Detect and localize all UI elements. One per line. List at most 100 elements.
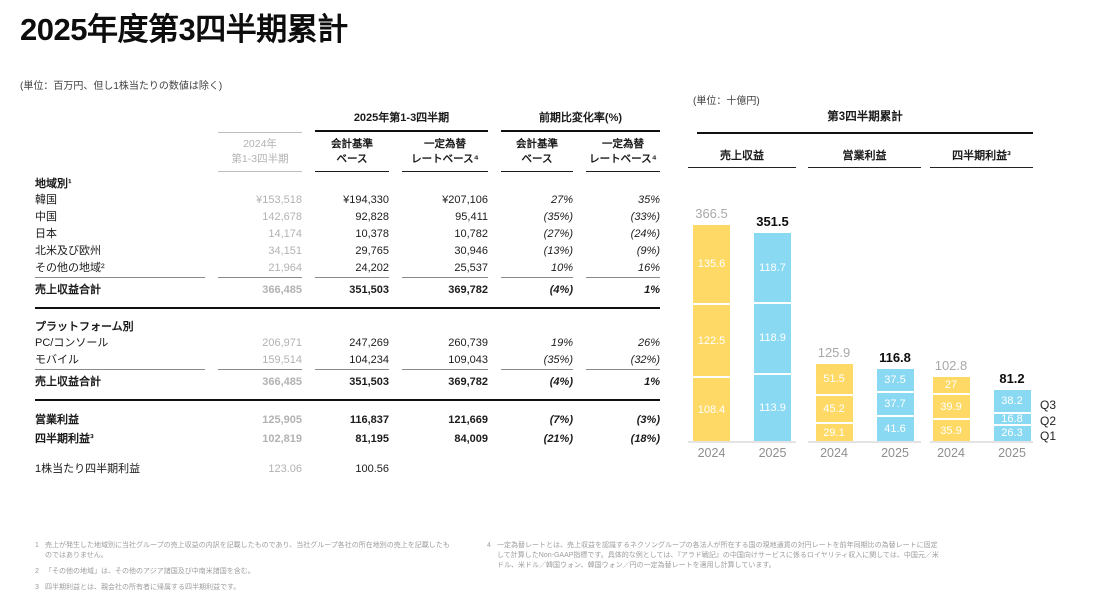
cell-2025-constant-fx: 25,537 [454,262,488,274]
cell-2025-accounting: 247,269 [349,337,389,349]
bar-segment-q3: 38.2 [993,389,1031,413]
bar-2024: 102.8 27 39.9 35.9 [932,358,970,441]
cell-2025-constant-fx: 10,782 [454,228,488,240]
cell-change-accounting: 27% [550,194,573,206]
cell-change-constant-fx: 1% [586,369,660,391]
bar-stack: 118.7 118.9 113.9 [754,233,791,441]
bar-segment-q2: 16.8 [993,412,1031,425]
row-label: 四半期利益³ [35,433,94,445]
table-row: 営業利益 125,905 116,837 121,669 (7%) (3%) [35,411,660,430]
bar-segment-q2: 45.2 [815,393,853,423]
bar-stack: 38.2 16.8 26.3 [993,389,1031,441]
table-header-groups: 2025年第1-3四半期 前期比変化率(%) [35,106,660,132]
table-row: 韓国 ¥153,518 ¥194,330 ¥207,106 27% 35% [35,192,660,209]
table-row: 中国 142,678 92,828 95,411 (35%) (33%) [35,209,660,226]
row-label: PC/コンソール [35,337,109,349]
cell-change-constant-fx: (3%) [636,414,660,426]
cell-2024: 34,151 [268,245,302,257]
footnote-2: 2 「その他の地域」は、その他のアジア諸国及び中南米諸国を含む。 [35,568,255,576]
bar-total-label: 116.8 [879,350,911,366]
bar-stack: 27 39.9 35.9 [932,377,970,441]
cell-2025-constant-fx: 260,739 [448,337,488,349]
table-row: モバイル 159,514 104,234 109,043 (35%) (32%) [35,352,660,369]
col-header-2024-line1: 2024年 [243,138,277,150]
cell-2025-accounting: 104,234 [349,354,389,366]
cell-2025-constant-fx [402,461,488,478]
footnotes-left: 1 売上が発生した地域別に当社グループの売上収益の内訳を記載したものであり、当社… [35,541,455,594]
cell-2024: 14,174 [268,228,302,240]
cell-change-constant-fx: 26% [637,337,660,349]
cell-2024: 123.06 [268,463,302,475]
cell-2024: 102,819 [262,433,302,445]
cell-change-constant-fx [586,461,660,478]
table-row: 北米及び欧州 34,151 29,765 30,946 (13%) (9%) [35,243,660,260]
row-label: モバイル [35,354,79,366]
page-title: 2025年度第3四半期累計 [20,12,348,47]
cell-change-constant-fx: (33%) [630,211,660,223]
year-label: 2024 [820,446,848,460]
chart-title-rule [697,132,1033,134]
cell-2024: 142,678 [262,211,302,223]
cell-2025-accounting: 92,828 [355,211,389,223]
col-header-accounting-basis-change: 会計基準 ベース [501,132,573,172]
cell-2025-constant-fx: 30,946 [454,245,488,257]
bar-stack: 37.5 37.7 41.6 [876,369,914,441]
cell-2025-accounting: 24,202 [355,262,389,274]
cell-2024: 159,514 [262,354,302,366]
cell-2025-constant-fx: 95,411 [455,211,488,223]
chart-group-operating-income-label: 営業利益 [808,140,921,168]
bar-segment-q1: 26.3 [993,423,1031,441]
table-row: 売上収益合計 366,485 351,503 369,782 (4%) 1% [35,369,660,391]
bar-segment-q2: 37.7 [876,391,914,415]
bar-segment-q3: 118.7 [754,233,791,302]
cell-2024: 125,905 [262,414,302,426]
chart-title: 第3四半期累計 [827,111,903,123]
col-group-change: 前期比変化率(%) [501,106,660,132]
bar-total-label: 125.9 [817,345,851,361]
table-row: PC/コンソール 206,971 247,269 260,739 19% 26% [35,335,660,352]
cell-2024: 366,485 [218,277,302,299]
year-label: 2024 [697,446,726,460]
year-label: 2024 [937,446,965,460]
chart-plot-revenue: 366.5 135.6 122.5 108.4 351.5 118.7 118.9 113.9 [688,168,796,443]
cell-change-constant-fx: (9%) [636,245,660,257]
section-divider [35,307,660,309]
bar-segment-q3: 51.5 [815,364,853,394]
year-label: 2025 [881,446,909,460]
row-label: 日本 [35,228,57,240]
cell-2024: ¥153,518 [256,194,302,206]
bar-segment-q1: 113.9 [754,372,791,441]
chart-plot-operating-income: 125.9 51.5 45.2 29.1 116.8 37.5 37.7 41.6 [808,168,921,443]
col-header-constant-fx-change: 一定為替 レートベース⁴ [586,132,660,172]
bar-segment-q1: 29.1 [815,422,853,441]
cell-change-constant-fx: 35% [637,194,660,206]
year-label: 2025 [758,446,787,460]
cell-2025-constant-fx: 109,043 [448,354,488,366]
table-row: その他の地域² 21,964 24,202 25,537 10% 16% [35,260,660,277]
footnotes-right: 4 一定為替レートとは、売上収益を認識するネクソングループの各法人が所在する国の… [487,541,942,577]
year-label: 2025 [998,446,1026,460]
table-section-header-row: 地域別¹ [35,176,660,192]
bar-2025: 116.8 37.5 37.7 41.6 [876,350,914,441]
table-header-subs: 2024年 第1-3四半期 会計基準 ベース 一定為替 レートベース⁴ 会計基準… [35,132,660,172]
bar-segment-q3: 37.5 [876,369,914,392]
cell-2025-accounting: 29,765 [355,245,389,257]
cell-change-accounting: (35%) [543,211,573,223]
cell-change-constant-fx: (18%) [630,433,660,445]
cell-2025-constant-fx: 369,782 [402,369,488,391]
bar-segment-q1: 108.4 [693,376,730,441]
cell-change-accounting: (13%) [543,245,573,257]
table-row: 四半期利益³ 102,819 81,195 84,009 (21%) (18%) [35,430,660,449]
footnote-3: 3 四半期利益とは、親会社の所有者に帰属する四半期利益です。 [35,584,241,592]
cell-change-accounting: (21%) [543,433,573,445]
legend-q3: Q3 [1040,398,1057,412]
table-unit-note: (単位：百万円、但し1株当たりの数値は除く) [20,81,223,92]
cell-2024: 366,485 [218,369,302,391]
chart-years-operating-income: 2024 2025 [808,446,921,460]
cell-2025-accounting: 351,503 [315,277,389,299]
cell-2025-accounting: 10,378 [355,228,389,240]
section-header: 地域別¹ [35,178,72,190]
bar-total-label: 102.8 [934,358,968,374]
col-header-accounting-basis: 会計基準 ベース [315,132,389,172]
